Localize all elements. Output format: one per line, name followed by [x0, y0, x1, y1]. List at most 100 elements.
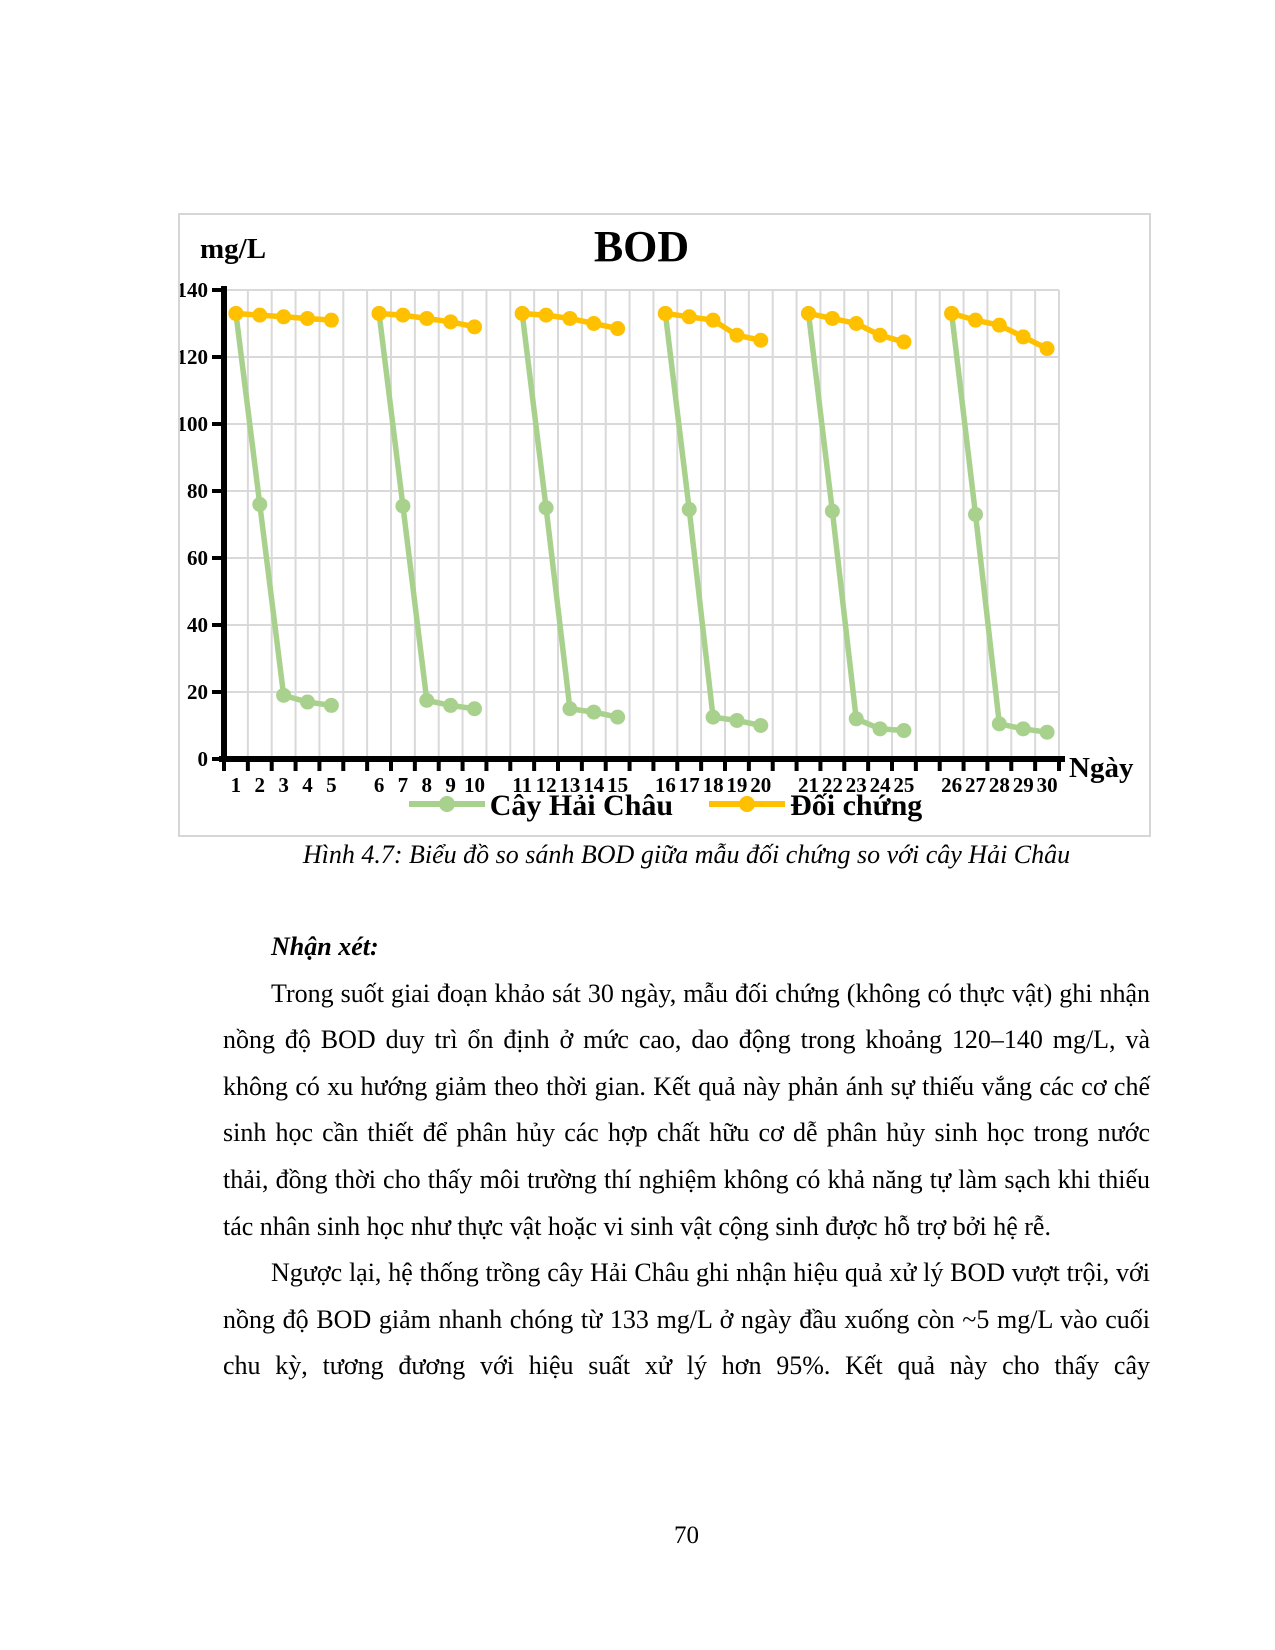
data-point	[323, 312, 339, 328]
data-point	[586, 316, 602, 331]
data-point	[729, 712, 745, 728]
svg-text:17: 17	[679, 773, 700, 797]
series-line	[376, 310, 478, 712]
legend-label-cay-hai-chau: Cây Hải Châu	[489, 789, 674, 822]
data-point	[323, 697, 339, 713]
figure-caption: Hình 4.7: Biểu đồ so sánh BOD giữa mẫu đ…	[302, 840, 1071, 869]
svg-text:13: 13	[559, 773, 580, 797]
data-point	[562, 701, 578, 717]
data-point	[753, 718, 769, 733]
data-point	[681, 501, 697, 517]
data-point	[824, 310, 840, 326]
data-point	[1015, 329, 1031, 345]
svg-text:22: 22	[822, 773, 843, 797]
paragraph: Trong suốt giai đoạn khảo sát 30 ngày, m…	[223, 978, 1150, 1241]
green-series-marker-icon	[407, 795, 487, 818]
data-point	[443, 697, 459, 713]
svg-text:9: 9	[445, 773, 456, 797]
page-number: 70	[674, 1522, 699, 1549]
svg-text:12: 12	[536, 773, 557, 797]
data-point	[562, 310, 578, 326]
svg-text:15: 15	[607, 773, 628, 797]
data-point	[896, 334, 912, 350]
svg-text:2: 2	[255, 773, 266, 797]
data-point	[729, 327, 745, 343]
svg-text:6: 6	[374, 773, 385, 797]
series-line	[662, 310, 764, 729]
series-line	[519, 310, 621, 720]
data-point	[753, 332, 769, 348]
svg-text:20: 20	[750, 773, 771, 797]
data-point	[705, 709, 721, 725]
svg-text:40: 40	[187, 613, 208, 637]
data-point	[872, 721, 888, 737]
svg-text:8: 8	[422, 773, 433, 797]
svg-text:16: 16	[655, 773, 676, 797]
data-point	[419, 692, 435, 708]
svg-text:23: 23	[846, 773, 867, 797]
data-point	[848, 316, 864, 331]
svg-text:0: 0	[198, 747, 209, 771]
data-point	[848, 711, 864, 727]
svg-text:140: 140	[180, 278, 208, 302]
data-point	[944, 305, 960, 321]
svg-text:24: 24	[870, 773, 892, 797]
data-point	[705, 312, 721, 328]
data-point	[801, 305, 816, 321]
data-point	[968, 312, 983, 328]
svg-text:120: 120	[180, 345, 208, 369]
data-point	[395, 498, 411, 514]
svg-text:29: 29	[1013, 773, 1034, 797]
data-point	[467, 701, 482, 717]
data-point	[896, 723, 912, 739]
data-point	[276, 309, 292, 325]
data-point	[538, 500, 554, 516]
svg-text:5: 5	[326, 773, 337, 797]
data-point	[610, 321, 626, 337]
data-point	[1015, 721, 1031, 737]
data-point	[419, 310, 435, 326]
data-point	[371, 305, 387, 321]
body-text: Nhận xét: Trong suốt giai đoạn khảo sát …	[223, 924, 1150, 1390]
svg-text:19: 19	[726, 773, 747, 797]
data-point	[300, 694, 315, 710]
svg-text:25: 25	[893, 773, 914, 797]
data-point	[395, 307, 411, 323]
legend-item-doi-chung: Đối chứng	[707, 791, 922, 821]
remark-heading: Nhận xét:	[271, 932, 379, 961]
legend-item-cay-hai-chau: Cây Hải Châu	[407, 791, 673, 821]
svg-text:20: 20	[187, 680, 208, 704]
data-point	[872, 327, 888, 343]
svg-text:3: 3	[278, 773, 289, 797]
svg-text:21: 21	[798, 773, 819, 797]
data-point	[252, 307, 268, 323]
svg-text:60: 60	[187, 546, 208, 570]
data-point	[300, 310, 315, 326]
series-line	[233, 310, 335, 709]
svg-text:30: 30	[1037, 773, 1058, 797]
data-point	[610, 709, 626, 725]
svg-text:7: 7	[398, 773, 409, 797]
svg-text:11: 11	[512, 773, 532, 797]
data-point	[538, 307, 554, 323]
svg-text:80: 80	[187, 479, 208, 503]
data-point	[467, 319, 482, 335]
data-point	[252, 496, 268, 512]
series-line	[805, 310, 907, 734]
svg-text:26: 26	[941, 773, 962, 797]
chart-legend: Cây Hải Châu Đối chứng	[180, 791, 1149, 821]
chart-title: BOD	[593, 222, 690, 271]
svg-text:100: 100	[180, 412, 208, 436]
data-point	[443, 314, 459, 330]
svg-text:14: 14	[583, 773, 605, 797]
data-point	[991, 716, 1007, 732]
data-point	[1039, 724, 1055, 740]
data-point	[657, 305, 673, 321]
data-point	[968, 506, 983, 522]
yellow-series-marker-icon	[707, 795, 787, 818]
legend-label-doi-chung: Đối chứng	[790, 789, 923, 822]
svg-text:10: 10	[464, 773, 485, 797]
svg-text:27: 27	[965, 773, 986, 797]
